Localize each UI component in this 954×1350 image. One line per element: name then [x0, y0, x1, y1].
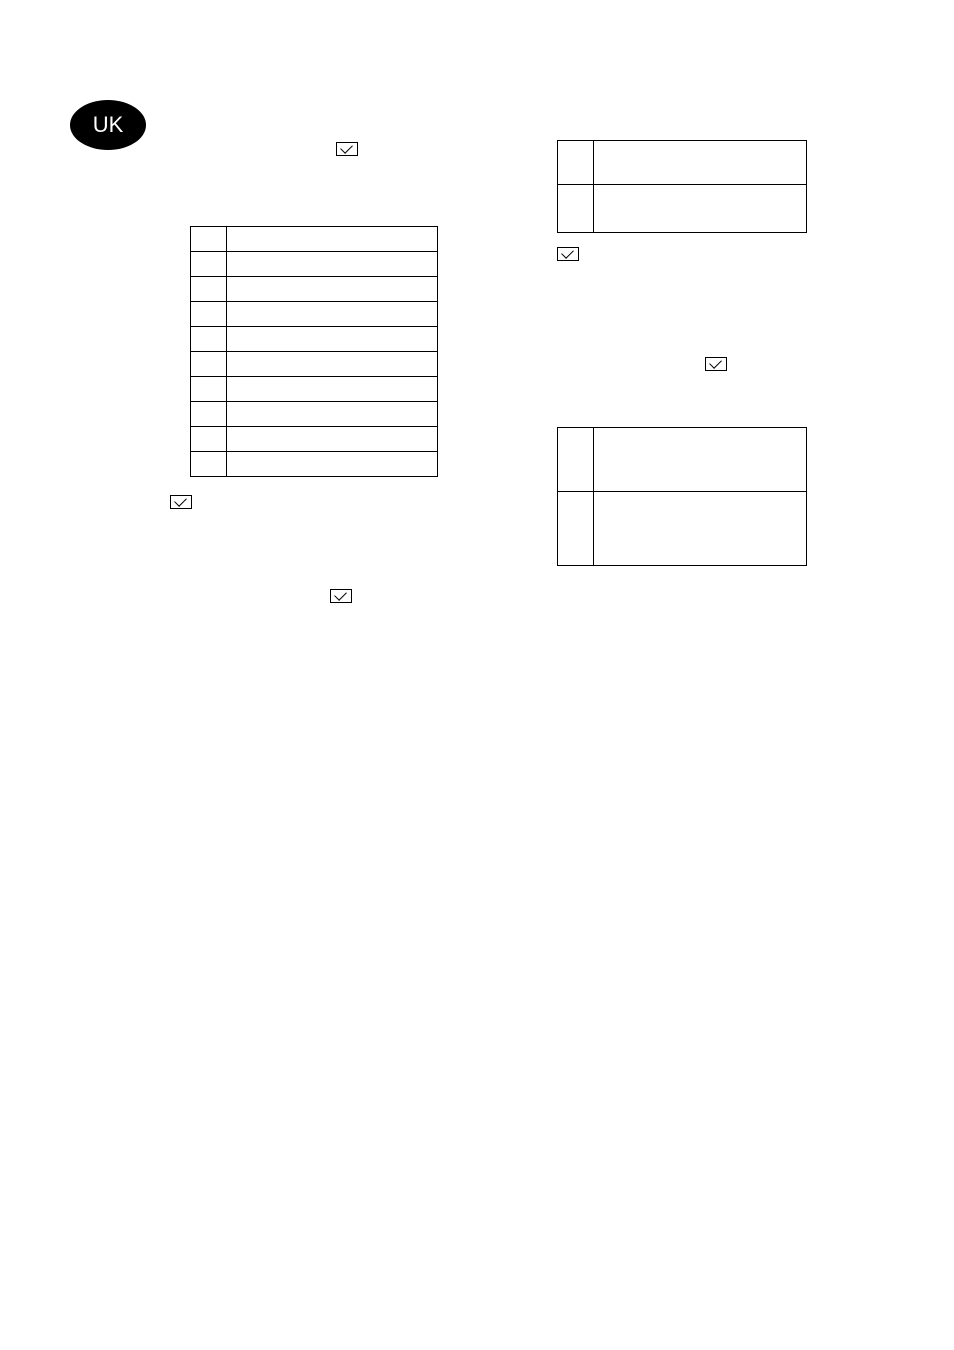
- table1-r1c1: [227, 252, 438, 277]
- locale-badge-label: UK: [93, 112, 124, 138]
- table-row: [558, 141, 807, 185]
- right-wrap: [557, 140, 884, 566]
- table3-r1c1: [594, 492, 807, 566]
- table3: [557, 427, 807, 566]
- locale-badge: UK: [70, 100, 146, 150]
- table1-r4c0: [191, 327, 227, 352]
- table-row: [191, 252, 438, 277]
- table3-r1c0: [558, 492, 594, 566]
- left-column: [70, 150, 497, 603]
- checkmark-icon: [557, 247, 579, 261]
- table-row: [191, 377, 438, 402]
- table1-r7c1: [227, 402, 438, 427]
- right-column: [557, 150, 884, 603]
- table1-r1c0: [191, 252, 227, 277]
- table-row: [558, 428, 807, 492]
- table-row: [191, 227, 438, 252]
- table1-r0c0: [191, 227, 227, 252]
- left-check-row-2: [330, 589, 497, 603]
- checkmark-icon: [330, 589, 352, 603]
- two-column-layout: [70, 150, 884, 603]
- table2-r1c0: [558, 185, 594, 233]
- page: UK: [0, 0, 954, 1350]
- table1: [190, 226, 438, 477]
- table1-r8c0: [191, 427, 227, 452]
- table1-r0c1: [227, 227, 438, 252]
- table-row: [191, 327, 438, 352]
- table1-r3c0: [191, 302, 227, 327]
- table1-r5c1: [227, 352, 438, 377]
- table1-r6c0: [191, 377, 227, 402]
- table3-r0c1: [594, 428, 807, 492]
- table1-r2c0: [191, 277, 227, 302]
- table3-r0c0: [558, 428, 594, 492]
- table-row: [191, 452, 438, 477]
- table-row: [191, 352, 438, 377]
- table2-r0c1: [594, 141, 807, 185]
- table-row: [558, 185, 807, 233]
- table-row: [191, 402, 438, 427]
- checkmark-icon: [336, 142, 358, 156]
- table2: [557, 140, 807, 233]
- checkmark-icon: [705, 357, 727, 371]
- table-row: [191, 302, 438, 327]
- table1-r2c1: [227, 277, 438, 302]
- checkmark-icon: [170, 495, 192, 509]
- table2-r1c1: [594, 185, 807, 233]
- table1-r5c0: [191, 352, 227, 377]
- right-check-row-2: [705, 357, 884, 371]
- table-row: [558, 492, 807, 566]
- table1-wrap: [170, 226, 497, 477]
- table1-r9c1: [227, 452, 438, 477]
- left-check-row-1: [170, 495, 497, 509]
- table1-r4c1: [227, 327, 438, 352]
- table1-r9c0: [191, 452, 227, 477]
- table-row: [191, 277, 438, 302]
- table1-r8c1: [227, 427, 438, 452]
- table1-r3c1: [227, 302, 438, 327]
- table2-r0c0: [558, 141, 594, 185]
- table1-r7c0: [191, 402, 227, 427]
- table-row: [191, 427, 438, 452]
- right-check-row-1: [557, 247, 884, 261]
- table1-r6c1: [227, 377, 438, 402]
